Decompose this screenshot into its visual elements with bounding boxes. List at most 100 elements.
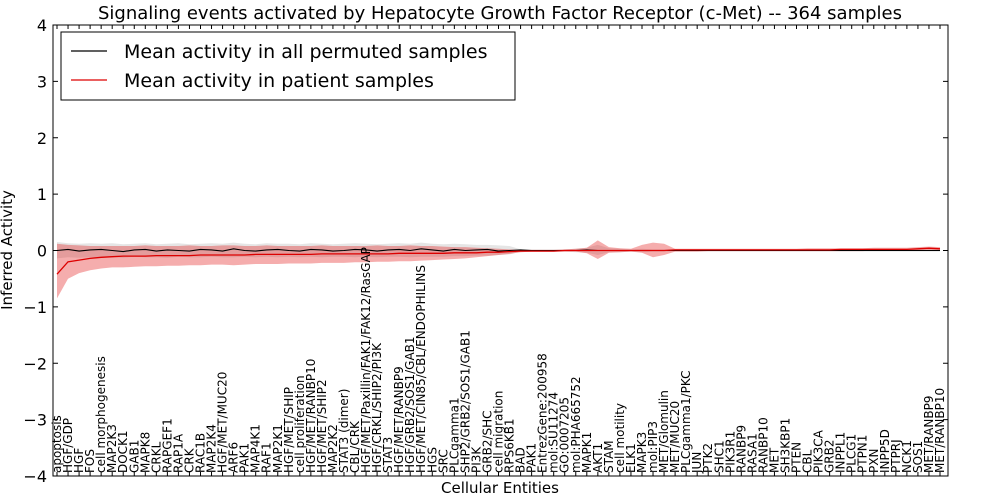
category-label: FOS: [83, 449, 97, 473]
category-label: GAB1: [127, 440, 141, 473]
category-label: mol:PIP3: [646, 421, 660, 473]
category-label: RAPGEF1: [160, 418, 174, 473]
category-label: CRK: [182, 447, 196, 473]
category-label: PLCgamma1: [447, 397, 461, 473]
category-label: MET/RANBP9: [922, 396, 936, 473]
category-label: RPS6KB1: [503, 418, 517, 473]
y-tick-label: 3: [37, 72, 47, 91]
category-label: HGF/MET/SHIP2: [315, 379, 329, 473]
category-label: PTK2: [701, 443, 715, 473]
y-tick-label: −1: [23, 298, 47, 317]
category-label: BAD: [514, 447, 528, 473]
category-label: SOS1: [911, 441, 925, 473]
category-label: ELK1: [624, 443, 638, 473]
category-label: MAP2K3: [105, 424, 119, 473]
category-label: HGF/GDP: [61, 418, 75, 473]
category-label: MET/RANBP10: [933, 388, 947, 473]
category-label: SHC1: [712, 440, 726, 473]
category-label: STAT3: [381, 437, 395, 473]
category-label: PTEN: [790, 442, 804, 473]
category-label: CRKL: [149, 441, 163, 473]
line-patient-mean: [56, 247, 941, 275]
y-tick-label: −4: [23, 467, 47, 486]
band-patient: [57, 240, 940, 299]
category-label: JUN: [690, 452, 704, 474]
category-label: SH3KBP1: [779, 418, 793, 473]
category-label: RAF1: [260, 442, 274, 473]
y-tick-label: 1: [37, 185, 47, 204]
category-label: PIK3CA: [812, 429, 826, 473]
category-label: PAK1: [238, 443, 252, 473]
category-label: STAM: [602, 440, 616, 473]
category-label: INPP5D: [878, 429, 892, 473]
category-label: HGF/MET/CIN85/CBL/ENDOPHILINS: [414, 265, 428, 473]
category-label: cell motility: [613, 403, 627, 473]
category-label: CBL: [801, 449, 815, 473]
category-label: HGF/MET/RANBP9: [392, 366, 406, 473]
category-label: cell migration: [492, 391, 506, 473]
category-label: PLCgamma1/PKC: [679, 370, 693, 473]
confidence-bands: [57, 240, 940, 299]
category-label: cell morphogenesis: [94, 356, 108, 473]
category-label: MAP2K1: [271, 424, 285, 473]
category-label: HGS: [425, 447, 439, 473]
chart-title: Signaling events activated by Hepatocyte…: [98, 3, 902, 24]
y-tick-label: −3: [23, 411, 47, 430]
x-axis-label: Cellular Entities: [441, 479, 559, 497]
legend-label-patient: Mean activity in patient samples: [124, 70, 434, 92]
category-label: DOCK1: [116, 430, 130, 473]
y-tick-label: −2: [23, 354, 47, 373]
category-label: PTPN1: [856, 435, 870, 473]
legend: Mean activity in all permuted samples Me…: [60, 31, 516, 101]
category-label: PLCG1: [845, 434, 859, 473]
category-label: ARF6: [227, 442, 241, 473]
category-label: RAC1B: [194, 433, 208, 473]
category-label: STAT3 (dimer): [337, 389, 351, 473]
category-label: PIK3R1: [723, 431, 737, 473]
category-label: cell proliferation: [293, 375, 307, 473]
category-label: EntrezGene:200958: [536, 353, 550, 473]
category-label: HGF/CRKL/SHIP2/PI3K: [370, 342, 384, 473]
category-label: MAPK8: [138, 432, 152, 473]
category-label: GRB2/SHC: [481, 410, 495, 473]
category-label: HGF/MET/MUC20: [216, 372, 230, 473]
category-label: PTPRJ: [889, 439, 903, 473]
category-label: RAP1A: [171, 433, 185, 473]
category-label: MAPK3: [635, 432, 649, 473]
category-label: AKT1: [591, 443, 605, 473]
category-label: mol:PHA665752: [569, 376, 583, 473]
legend-label-permuted: Mean activity in all permuted samples: [124, 41, 487, 63]
series-lines: [56, 247, 941, 275]
legend-frame: [60, 31, 516, 101]
category-label: INPPL1: [834, 432, 848, 473]
y-tick-label: 2: [37, 129, 47, 148]
category-label: MAP2K4: [205, 424, 219, 473]
y-axis-label: Inferred Activity: [0, 190, 16, 310]
category-label: SRC: [436, 449, 450, 473]
category-label: HGF/MET/SHIP: [282, 387, 296, 473]
category-label: HGF: [72, 448, 86, 473]
category-label: RASA1: [745, 433, 759, 473]
category-label: MET/MUC20: [668, 401, 682, 473]
category-label: RANBP9: [734, 425, 748, 473]
category-label: GO:0007205: [558, 397, 572, 473]
category-label: PXN: [867, 449, 881, 473]
category-label: MET/Glomulin: [657, 390, 671, 473]
category-label: HGF/MET/Paxillin/FAK1/FAK12/RasGAP: [359, 247, 373, 473]
category-label: NCK1: [900, 440, 914, 473]
category-label: MAPK1: [580, 432, 594, 473]
y-tick-label: 4: [37, 16, 47, 35]
category-label: MAP2K2: [326, 424, 340, 473]
category-label: MET: [767, 447, 781, 473]
category-label: PAK1: [525, 443, 539, 473]
category-label: MAP4K1: [249, 424, 263, 473]
category-label: mol:SU11274: [547, 392, 561, 473]
y-tick-label: 0: [37, 242, 47, 261]
category-label: CBL/CRK: [348, 420, 362, 473]
category-label: GRB2: [823, 439, 837, 473]
axes: 4 3 2 1 0 −1 −2 −3 −4: [23, 16, 948, 486]
category-label: SHP2/GRB2/SOS1/GAB1: [458, 330, 472, 473]
category-label: HGF/GRB2/SOS1/GAB1: [403, 336, 417, 473]
